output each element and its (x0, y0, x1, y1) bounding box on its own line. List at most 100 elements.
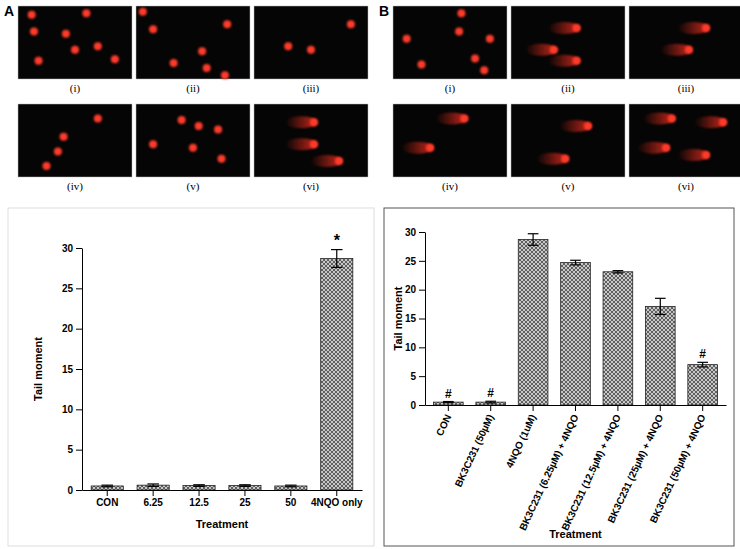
panel-label: B (379, 3, 389, 19)
nucleus (403, 35, 411, 43)
error-bar-cap (570, 264, 581, 265)
image-label: (iv) (442, 180, 458, 193)
nucleus (60, 133, 68, 141)
comet-tail (525, 44, 557, 56)
y-tick: 25 (62, 283, 82, 294)
y-tick: 25 (405, 256, 425, 267)
x-tick: 4NQO only (311, 490, 363, 508)
bar-chart: 051015202530CON6.2512.525504NQO only*Tre… (8, 208, 374, 546)
micrograph (254, 104, 368, 177)
error-bar-cap (147, 486, 159, 487)
error-bar-stem (575, 260, 576, 265)
x-tick-label: BK3C231 (50µM) + 4NQO (648, 412, 708, 524)
y-tick-mark (419, 405, 425, 406)
x-tick-mark (153, 490, 154, 496)
nucleus (347, 20, 355, 28)
nucleus (471, 55, 479, 63)
bar (183, 486, 215, 490)
micrograph-background (136, 6, 250, 79)
y-tick-label: 30 (405, 227, 417, 238)
error-bar-stem (336, 250, 337, 268)
comet-tail (548, 22, 580, 34)
y-tick-label: 30 (62, 243, 74, 254)
comet-head (702, 24, 710, 32)
micrograph (254, 6, 368, 79)
error-bar-cap (443, 401, 454, 402)
comet-head (426, 144, 434, 152)
significance-mark: # (487, 386, 494, 400)
micrograph-background (511, 6, 625, 79)
image-label: (vi) (678, 180, 694, 193)
significance-mark: * (334, 232, 341, 249)
error-bar-cap (655, 298, 666, 299)
nucleus (62, 30, 70, 38)
comet-tail (637, 142, 669, 154)
x-tick-mark (244, 490, 245, 496)
image-label: (i) (70, 82, 81, 95)
x-tick-label: 4NQO (1uM) (504, 413, 538, 470)
micrograph (393, 6, 507, 79)
error-bar-cap (193, 486, 205, 487)
x-tick-mark (336, 490, 337, 496)
y-tick-mark (76, 288, 82, 289)
nucleus (198, 47, 206, 55)
error-bar (570, 260, 581, 265)
error-bar-cap (570, 260, 581, 261)
comet-tail (677, 22, 709, 34)
y-axis: 051015202530 (62, 243, 83, 496)
comet-head (561, 155, 569, 163)
image-label: (iii) (678, 82, 695, 95)
x-tick: BK3C231 (50µM) + 4NQO (648, 405, 708, 525)
nucleus (284, 42, 292, 50)
nucleus (30, 28, 38, 36)
micrograph-background (136, 104, 250, 177)
nucleus (71, 46, 79, 54)
x-tick: 12.5 (189, 490, 209, 508)
error-bar-cap (331, 267, 343, 268)
nucleus (28, 11, 36, 19)
error-bar-cap (331, 249, 343, 250)
error-bar-cap (101, 485, 113, 486)
significance-mark: # (699, 347, 706, 361)
x-tick: 25 (239, 490, 251, 508)
nucleus (307, 46, 315, 54)
micrograph-background (254, 6, 368, 79)
error-bar (147, 484, 159, 486)
bar (645, 306, 675, 405)
nucleus (189, 144, 197, 152)
y-tick: 15 (62, 364, 82, 375)
error-bar (613, 271, 624, 273)
x-axis-title: Treatment (549, 528, 602, 540)
error-bar (239, 485, 251, 487)
image-label: (i) (445, 82, 456, 95)
y-axis-line (82, 249, 83, 491)
image-label: (v) (562, 180, 575, 193)
y-tick: 15 (405, 313, 425, 324)
x-tick-label: 25 (239, 497, 251, 508)
error-bar-cap (613, 272, 624, 273)
image-label: (iii) (303, 82, 320, 95)
comet-tail (677, 149, 709, 161)
comet-head (719, 118, 727, 126)
image-label: (ii) (186, 82, 200, 95)
nucleus (214, 126, 222, 134)
error-bar-cap (485, 401, 496, 402)
x-tick-mark (199, 490, 200, 496)
comet-head (573, 57, 581, 65)
micrograph (18, 6, 132, 79)
nucleus (35, 57, 43, 65)
error-bar-stem (702, 362, 703, 367)
y-tick-mark (419, 232, 425, 233)
y-tick-mark (76, 329, 82, 330)
x-tick-mark (617, 405, 618, 411)
figure: A(i)(ii)(iii)(iv)(v)(vi)B(i)(ii)(iii)(iv… (0, 0, 740, 549)
x-tick-label: CON (434, 413, 453, 438)
x-tick-mark (533, 405, 534, 411)
bar (561, 263, 591, 405)
plot-area (91, 250, 353, 490)
error-bar-cap (697, 366, 708, 367)
y-tick: 5 (410, 371, 425, 382)
error-bar (193, 485, 205, 487)
bar (518, 239, 548, 405)
bar (91, 486, 123, 490)
